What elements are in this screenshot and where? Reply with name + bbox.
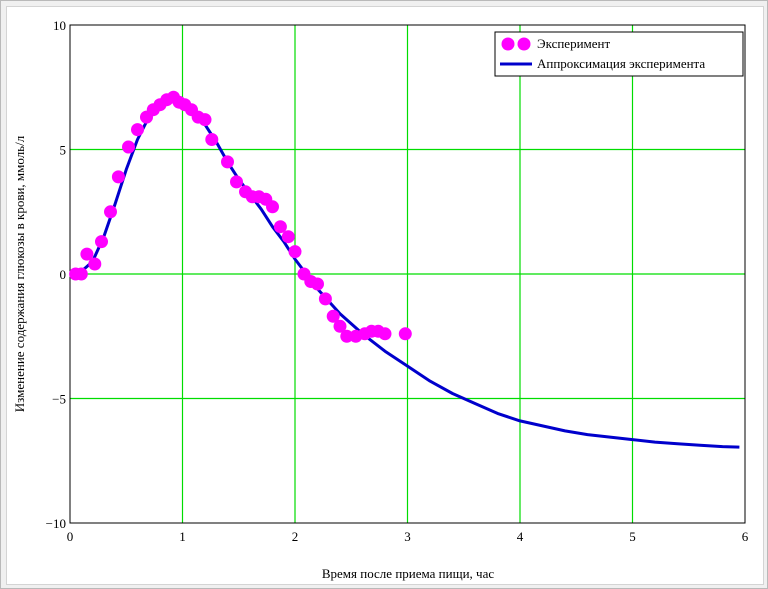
y-tick-label: 10 xyxy=(53,18,66,33)
legend: Эксперимент Аппроксимация эксперимента xyxy=(494,31,744,77)
data-point xyxy=(74,267,88,281)
data-point xyxy=(266,200,279,214)
legend-label-experiment: Эксперимент xyxy=(537,36,610,51)
data-point xyxy=(288,245,302,259)
data-point xyxy=(104,205,117,219)
data-point xyxy=(122,140,135,154)
legend-label-fit: Аппроксимация эксперимента xyxy=(537,56,705,71)
x-axis-label: Время после приема пищи, час xyxy=(322,566,494,581)
x-tick-label: 5 xyxy=(629,529,636,544)
tick-labels: 0 1 2 3 4 5 6 10 5 0 −5 −10 xyxy=(46,18,749,544)
data-point xyxy=(80,247,94,261)
x-tick-label: 0 xyxy=(67,529,74,544)
fit-line xyxy=(69,97,740,449)
data-point xyxy=(281,230,295,244)
y-tick-label: −5 xyxy=(52,392,66,407)
fit-series xyxy=(69,97,740,449)
experiment-series xyxy=(69,90,412,343)
legend-box xyxy=(494,31,744,77)
y-tick-label: 5 xyxy=(60,143,67,158)
data-point xyxy=(221,155,234,169)
data-point xyxy=(95,235,108,249)
data-point xyxy=(198,113,212,127)
data-point xyxy=(311,277,324,291)
data-point xyxy=(131,123,144,137)
x-tick-label: 4 xyxy=(517,529,524,544)
x-tick-label: 3 xyxy=(404,529,411,544)
data-point xyxy=(273,220,287,234)
data-point xyxy=(378,327,392,341)
data-point xyxy=(398,327,412,341)
y-tick-label: 0 xyxy=(60,267,67,282)
data-point xyxy=(88,257,102,271)
legend-marker-1b xyxy=(517,37,531,51)
x-tick-label: 2 xyxy=(292,529,299,544)
data-point xyxy=(318,292,332,306)
data-point xyxy=(205,133,219,146)
data-point xyxy=(326,309,340,323)
y-axis-label: Изменение содержания глюкозы в крови, мм… xyxy=(12,135,27,412)
data-point xyxy=(333,319,347,333)
data-point xyxy=(111,170,125,184)
y-tick-label: −10 xyxy=(46,516,66,531)
legend-marker-1a xyxy=(501,37,515,51)
x-tick-label: 1 xyxy=(179,529,186,544)
data-point xyxy=(340,329,354,343)
chart-panel xyxy=(6,6,764,585)
data-point xyxy=(230,175,243,189)
x-tick-label: 6 xyxy=(742,529,749,544)
